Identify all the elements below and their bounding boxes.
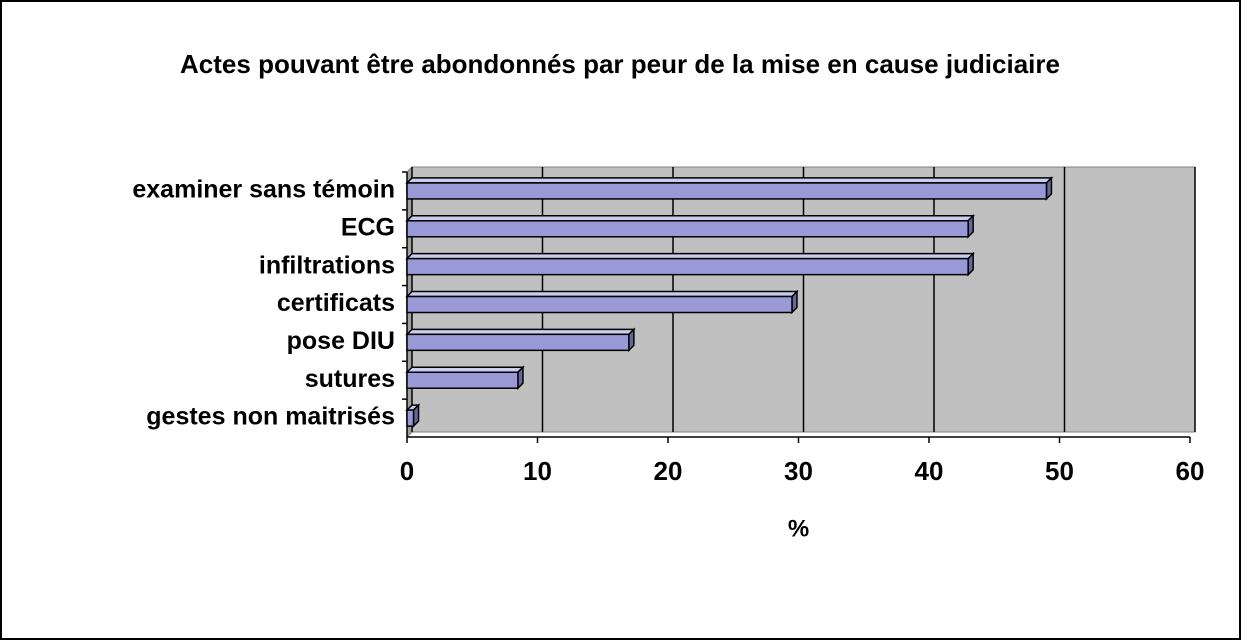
- x-tick-label: 60: [1176, 456, 1205, 486]
- y-tick-label: sutures: [305, 365, 395, 393]
- x-tick-label: 50: [1045, 456, 1074, 486]
- chart-title: Actes pouvant être abondonnés par peur d…: [180, 49, 1060, 79]
- bar: [405, 365, 525, 391]
- bar: [405, 327, 636, 353]
- bar-front: [406, 220, 969, 238]
- bar-front: [406, 409, 415, 427]
- bar-front: [406, 182, 1048, 200]
- y-tick-label: certificats: [277, 289, 395, 317]
- x-tick-label: 0: [400, 456, 414, 486]
- y-tick-label: gestes non maitrisés: [146, 403, 395, 431]
- x-tick-label: 20: [654, 456, 683, 486]
- bar: [405, 403, 421, 428]
- bar: [405, 213, 975, 239]
- y-tick-label: examiner sans témoin: [132, 176, 395, 204]
- y-tick-label: pose DIU: [287, 327, 395, 355]
- x-tick-label: 40: [915, 456, 944, 486]
- x-tick-label: 10: [523, 456, 552, 486]
- x-tick-label: 30: [784, 456, 813, 486]
- y-tick-label: ECG: [341, 213, 395, 241]
- x-axis-label: %: [788, 515, 809, 542]
- bar-front: [406, 371, 519, 389]
- bar-front: [406, 295, 793, 314]
- bar: [405, 289, 799, 315]
- bar-front: [406, 333, 630, 352]
- bar-front: [406, 257, 969, 276]
- y-tick-label: infiltrations: [259, 251, 395, 279]
- bar: [405, 251, 975, 277]
- bar: [405, 176, 1054, 201]
